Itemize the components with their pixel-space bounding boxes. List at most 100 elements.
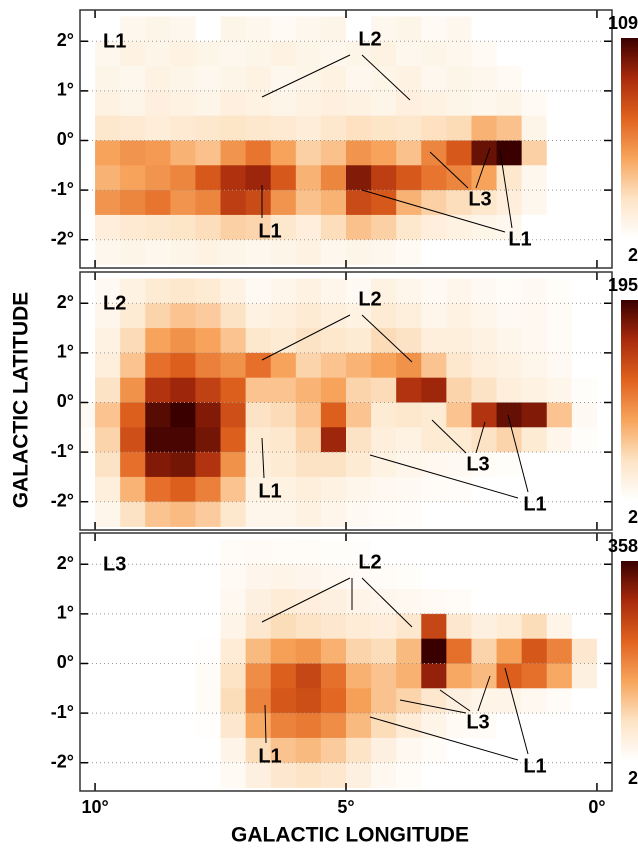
heatmap-cell	[120, 16, 146, 42]
heatmap-cell	[145, 239, 171, 265]
heatmap-cell	[295, 115, 322, 141]
annotation: L1	[258, 745, 281, 767]
y-tick-label: 1°	[57, 603, 74, 623]
heatmap-cell	[471, 427, 497, 453]
heatmap-cell	[371, 713, 397, 739]
heatmap-cell	[95, 638, 121, 664]
heatmap-cell	[120, 328, 146, 354]
panel-frame	[79, 532, 613, 792]
heatmap-cell	[270, 501, 297, 527]
heatmap-cell	[521, 564, 548, 590]
heatmap-cell	[371, 66, 397, 92]
heatmap-cell	[546, 328, 573, 354]
heatmap-cell	[80, 239, 96, 265]
heatmap-cell	[195, 165, 221, 191]
heatmap-cell	[571, 452, 598, 478]
heatmap-cell	[596, 564, 612, 590]
heatmap-cell	[596, 762, 612, 788]
heatmap-cell	[371, 638, 397, 664]
annotation: L2	[358, 551, 381, 573]
heatmap-cell	[270, 713, 297, 739]
heatmap-cell	[546, 476, 573, 503]
heatmap-cell	[95, 66, 121, 92]
heatmap-cell	[145, 165, 171, 191]
y-tick-label: -2°	[51, 751, 74, 771]
heatmap-cell	[446, 589, 472, 615]
heatmap-cell	[371, 214, 397, 241]
heatmap-cell	[245, 427, 272, 453]
heatmap-cell	[245, 140, 272, 166]
heatmap-cell	[346, 539, 372, 565]
heatmap-cell	[571, 352, 598, 379]
heatmap-cell	[471, 140, 497, 166]
heatmap-cell	[220, 377, 247, 403]
heatmap-cell	[571, 539, 598, 565]
heatmap-cell	[446, 501, 472, 527]
heatmap-cell	[220, 688, 247, 714]
heatmap-cell	[145, 564, 171, 590]
heatmap-cell	[245, 190, 272, 216]
heatmap-cell	[220, 66, 247, 92]
heatmap-cell	[421, 352, 447, 379]
heatmap-cell	[396, 239, 422, 265]
heatmap-cell	[295, 190, 322, 216]
heatmap-cell	[421, 90, 447, 117]
heatmap-cell	[596, 352, 612, 379]
heatmap-cell	[320, 452, 347, 478]
heatmap-cell	[571, 66, 598, 92]
heatmap-cell	[245, 239, 272, 265]
heatmap-cell	[396, 402, 422, 428]
heatmap-cell	[80, 214, 96, 241]
heatmap-cell	[320, 165, 347, 191]
heatmap-cell	[396, 638, 422, 664]
heatmap-cell	[295, 452, 322, 478]
heatmap-cell	[270, 638, 297, 664]
heatmap-cell	[245, 589, 272, 615]
heatmap-cell	[145, 41, 171, 67]
annotation-pointer	[507, 414, 529, 493]
heatmap-cell	[195, 564, 221, 590]
heatmap-cell	[471, 16, 497, 42]
y-tick-label: 1°	[57, 80, 74, 100]
heatmap-cell	[421, 402, 447, 428]
heatmap-cell	[446, 214, 472, 241]
heatmap-cell	[270, 41, 297, 67]
heatmap-cell	[571, 328, 598, 354]
heatmap-cell	[521, 402, 548, 428]
heatmap-cell	[371, 41, 397, 67]
heatmap-cell	[346, 713, 372, 739]
heatmap-cell	[145, 16, 171, 42]
heatmap-cell	[546, 501, 573, 527]
heatmap-cell	[596, 613, 612, 640]
heatmap-cell	[195, 737, 221, 764]
heatmap-cell	[120, 402, 146, 428]
heatmap-cell	[270, 303, 297, 329]
panel: 2° 1° 0° -1° -2° 10° 5° 0° L3 L2 L1 L3 L1 358 2	[51, 532, 638, 817]
heatmap-cell	[596, 115, 612, 141]
heatmap-cell	[295, 90, 322, 117]
annotation: L2	[358, 288, 381, 310]
heatmap-cell	[170, 165, 196, 191]
heatmap-cell	[195, 66, 221, 92]
heatmap-cell	[145, 713, 171, 739]
heatmap-cell	[521, 452, 548, 478]
heatmap-cell	[80, 303, 96, 329]
heatmap-cell	[396, 762, 422, 788]
y-tick-label: -1°	[51, 702, 74, 722]
heatmap-cell	[80, 402, 96, 428]
heatmap-cell	[320, 377, 347, 403]
heatmap-cell	[421, 303, 447, 329]
heatmap-cell	[496, 501, 523, 527]
heatmap-cell	[596, 278, 612, 304]
heatmap-cell	[270, 539, 297, 565]
heatmap-cell	[170, 589, 196, 615]
heatmap-cell	[571, 90, 598, 117]
heatmap-cell	[80, 115, 96, 141]
heatmap-cell	[371, 303, 397, 329]
heatmap-cell	[396, 688, 422, 714]
heatmap-cell	[546, 402, 573, 428]
heatmap-cell	[295, 688, 322, 714]
heatmap-cell	[421, 613, 447, 640]
heatmap-cell	[471, 762, 497, 788]
heatmap-cell	[546, 41, 573, 67]
